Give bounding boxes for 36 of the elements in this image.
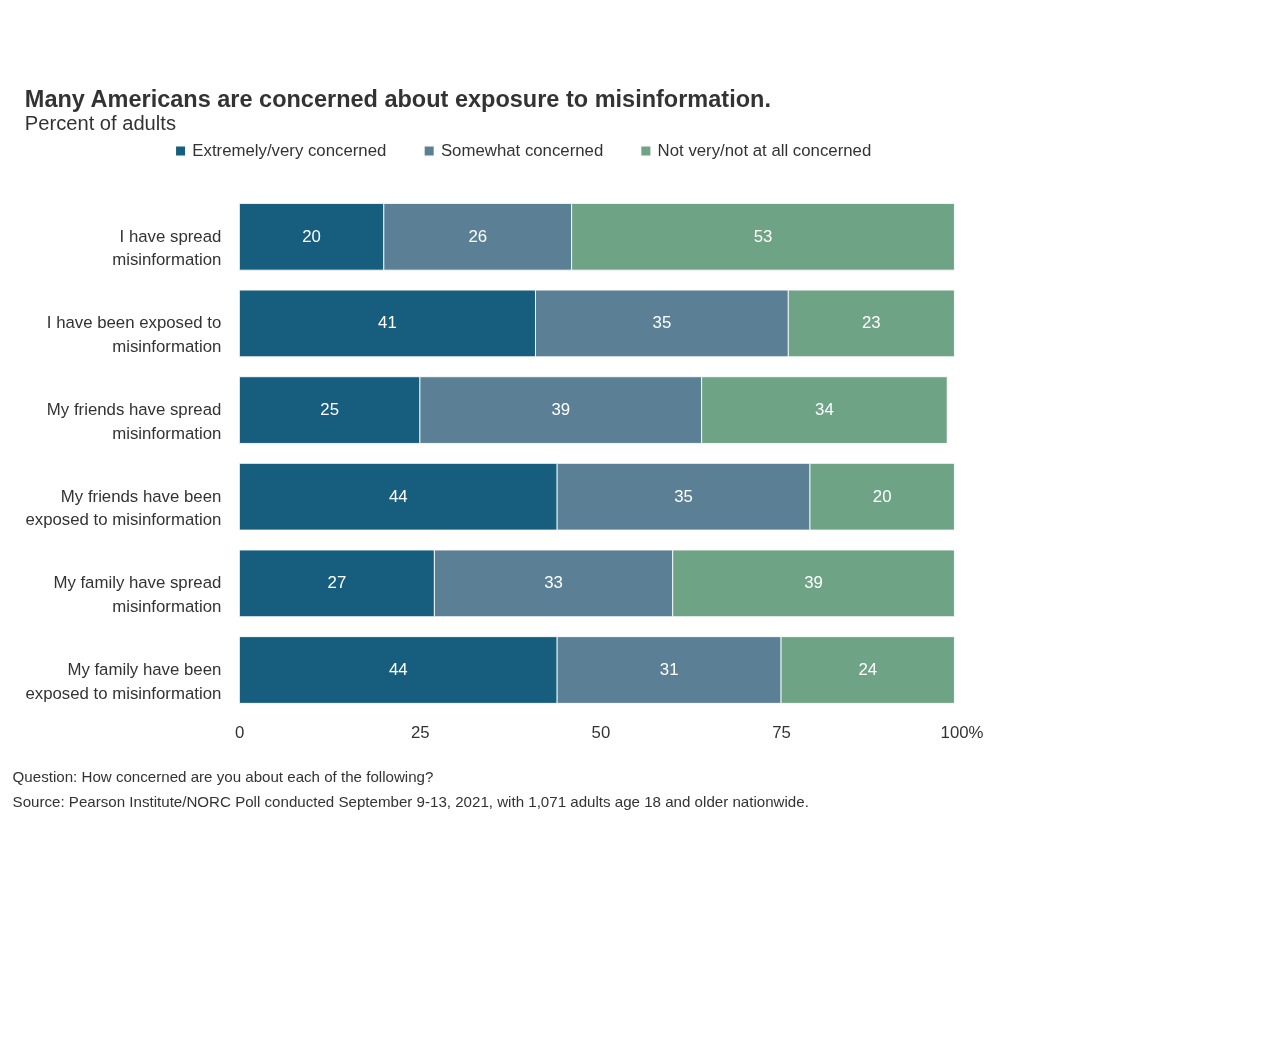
legend-label: Extremely/very concerned [192, 141, 387, 161]
x-tick-label: 25 [411, 722, 430, 742]
y-tick-label: My family have been exposed to misinformation [25, 660, 222, 703]
chart-subtitle: Percent of adults [24, 112, 176, 135]
data-label: 39 [804, 573, 823, 593]
legend-label: Not very/not at all concerned [657, 141, 872, 161]
data-label: 35 [674, 486, 693, 506]
source-note: Source: Pearson Institute/NORC Poll conducted September 9-13, 2021, with 1,071 adults age 18 and older nationwide. [12, 792, 809, 810]
data-label: 24 [858, 660, 878, 680]
y-tick-label: My family have spread misinformation [53, 573, 222, 616]
data-label: 34 [815, 400, 834, 420]
data-label: 23 [862, 313, 881, 333]
chart-title: Many Americans are concerned about exposure to misinformation. [24, 85, 771, 112]
data-label: 39 [551, 400, 571, 420]
x-tick-label: 50 [591, 722, 611, 742]
data-label: 20 [872, 486, 892, 506]
data-label: 31 [659, 660, 679, 680]
data-label: 44 [388, 660, 408, 680]
data-label: 41 [378, 313, 397, 333]
data-label: 53 [753, 226, 773, 246]
legend-label: Somewhat concerned [440, 141, 604, 161]
x-tick-label: 100% [940, 722, 984, 742]
data-label: 26 [468, 226, 488, 246]
y-tick-label: I have spread misinformation [112, 226, 222, 270]
y-tick-label: I have been exposed to misinformation [46, 313, 222, 356]
data-label: 44 [388, 486, 408, 506]
data-label: 25 [320, 400, 339, 420]
data-label: 35 [652, 313, 672, 333]
y-tick-label: My friends have spread misinformation [46, 400, 222, 443]
data-label: 33 [544, 573, 563, 593]
text: Question: How concerned are you about each of the following? [12, 767, 434, 785]
x-tick-label: 0 [235, 722, 245, 742]
data-label: 27 [327, 573, 347, 593]
y-tick-label: My friends have been exposed to misinformation [25, 486, 222, 530]
x-tick-label: 75 [772, 722, 791, 742]
data-label: 20 [302, 226, 321, 246]
